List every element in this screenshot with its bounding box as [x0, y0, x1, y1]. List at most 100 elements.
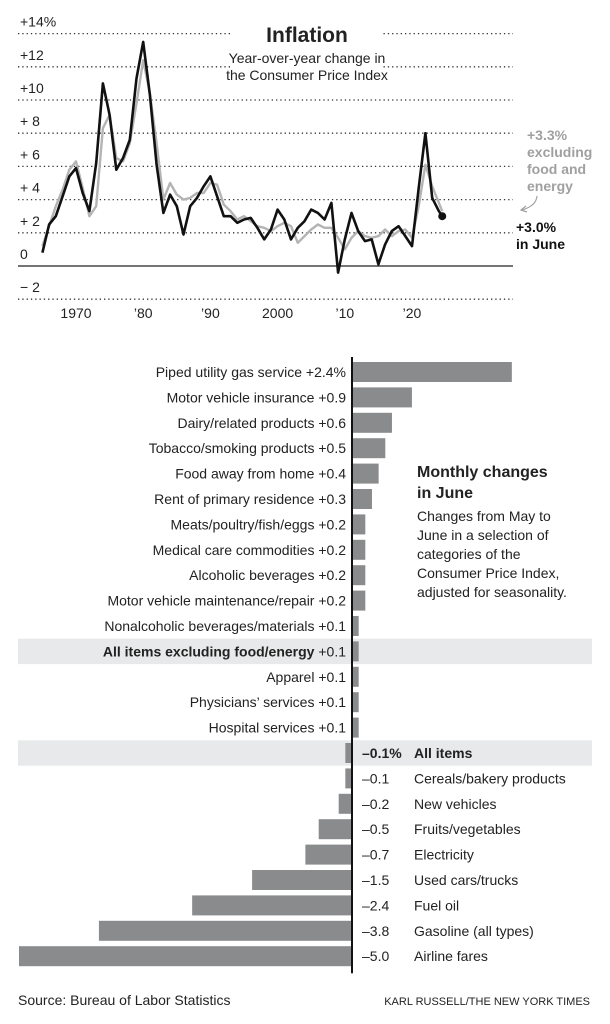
bar [252, 870, 352, 890]
annotation-june-line-2: in June [516, 236, 565, 252]
y-tick-labels: +14% +12 +10 + 8 + 6 + 4 + 2 0 − 2 [20, 14, 56, 296]
title-backdrop [232, 20, 382, 88]
credit-note: KARL RUSSELL/THE NEW YORK TIMES [384, 996, 590, 1008]
bar [352, 463, 379, 484]
x-tick-label: 2000 [262, 305, 293, 321]
y-tick-label: +12 [20, 47, 44, 63]
bar-chart-desc-line-3: categories of the [417, 546, 521, 562]
y-tick-label: + 6 [20, 146, 40, 162]
bar [352, 412, 392, 433]
bar-label: Hospital services +0.1 [209, 720, 347, 736]
bar-value-label: –0.1 [362, 770, 389, 786]
bar-chart-description: Monthly changes in June Changes from May… [417, 464, 567, 600]
bar-category-label: All items [414, 745, 473, 761]
highlight-row [18, 638, 592, 665]
bar-label: Food away from home +0.4 [175, 466, 346, 482]
bar-value-label: –0.2 [362, 796, 389, 812]
bar [352, 362, 512, 382]
bar-label: All items excluding food/energy +0.1 [103, 643, 346, 659]
bar-chart-desc-line-1: Changes from May to [417, 508, 551, 524]
annotation-core-line-3: food and [527, 161, 586, 177]
bar [98, 920, 352, 941]
bar-label: Apparel +0.1 [266, 669, 346, 685]
chart-title: Inflation [266, 24, 348, 47]
annotation-core-line-2: excluding [527, 144, 592, 160]
annotation-core-line-1: +3.3% [527, 127, 568, 143]
bar-label: Physicians’ services +0.1 [190, 694, 346, 710]
bar-value-label: –1.5 [362, 872, 389, 888]
bar-label: Dairy/related products +0.6 [178, 415, 347, 431]
bar [338, 793, 352, 814]
bar-labels: Piped utility gas service +2.4% Motor veh… [103, 364, 566, 964]
bar [345, 743, 352, 763]
bar [352, 565, 366, 586]
bar-label: Medical care commodities +0.2 [153, 542, 347, 558]
bar-category-label: New vehicles [414, 796, 496, 812]
annotation-core: +3.3% excluding food and energy [519, 127, 592, 213]
bar [352, 641, 359, 662]
bar-label: Meats/poultry/fish/eggs +0.2 [171, 516, 347, 532]
x-tick-labels: 1970 ’80 ’90 2000 ’10 ’20 [60, 305, 421, 321]
bar-value-label: –5.0 [362, 948, 389, 964]
bar [352, 539, 366, 560]
bar-category-label: Fuel oil [414, 897, 459, 913]
y-tick-label: + 4 [20, 180, 40, 196]
y-tick-label: + 8 [20, 113, 40, 129]
x-tick-label: ’20 [403, 305, 422, 321]
bar-label: Motor vehicle insurance +0.9 [167, 389, 347, 405]
x-tick-label: ’80 [134, 305, 153, 321]
bar [345, 768, 352, 789]
bar [352, 489, 372, 509]
bar-value-label: –3.8 [362, 923, 389, 939]
bar-label: Tobacco/smoking products +0.5 [149, 440, 346, 456]
bar-chart-title-line-2: in June [417, 485, 473, 502]
bar [352, 590, 366, 611]
bar-label: Rent of primary residence +0.3 [154, 491, 346, 507]
bar [19, 946, 352, 967]
bar [352, 666, 359, 687]
bar-label: Piped utility gas service +2.4% [156, 364, 346, 380]
bar-category-label: Fruits/vegetables [414, 821, 521, 837]
y-tick-label: +14% [20, 14, 56, 30]
bar-category-label: Used cars/trucks [414, 872, 518, 888]
bar [352, 438, 386, 459]
highlight-rows [18, 638, 592, 766]
bar-chart-desc-line-5: adjusted for seasonality. [417, 584, 567, 600]
bar [192, 895, 352, 916]
bar-label: Motor vehicle maintenance/repair +0.2 [107, 593, 346, 609]
annotation-june: +3.0% in June [516, 219, 565, 252]
y-tick-label: + 2 [20, 213, 40, 229]
bar-value-label: –2.4 [362, 897, 389, 913]
source-note: Source: Bureau of Labor Statistics [18, 992, 231, 1008]
x-tick-label: 1970 [60, 305, 91, 321]
annotation-arrow-icon [521, 195, 538, 211]
bar [352, 717, 359, 738]
bar-label: Nonalcoholic beverages/materials +0.1 [104, 618, 346, 634]
bars [19, 362, 512, 967]
bar-category-label: Cereals/bakery products [414, 770, 566, 786]
series-all-items-line [41, 40, 444, 274]
highlight-row [18, 740, 592, 766]
bar-value-label: –0.1% [362, 745, 402, 761]
x-tick-label: ’90 [201, 305, 220, 321]
bar [318, 819, 352, 840]
y-tick-label: − 2 [20, 279, 40, 295]
bar-category-label: Electricity [414, 847, 474, 863]
bar-label: Alcoholic beverages +0.2 [189, 567, 346, 583]
annotation-core-line-4: energy [527, 178, 573, 194]
chart-subtitle-line-1: Year-over-year change in [229, 50, 386, 66]
inflation-line-chart: +14% +12 +10 + 8 + 6 + 4 + 2 0 − 2 1970 ’80 ’90 200… [18, 14, 592, 321]
bar-chart-desc-line-4: Consumer Price Index, [417, 565, 559, 581]
line-series-group [41, 40, 447, 274]
bar [352, 616, 359, 636]
bar [352, 692, 359, 713]
bar-value-label: –0.5 [362, 821, 389, 837]
bar-chart-title-line-1: Monthly changes [417, 464, 548, 481]
bar-value-label: –0.7 [362, 847, 389, 863]
y-tick-label: 0 [20, 246, 28, 262]
x-tick-label: ’10 [335, 305, 354, 321]
chart-subtitle-line-2: the Consumer Price Index [226, 67, 388, 83]
y-tick-label: +10 [20, 80, 44, 96]
bar [305, 844, 352, 865]
monthly-changes-bar-chart: Piped utility gas service +2.4% Motor veh… [18, 357, 592, 974]
